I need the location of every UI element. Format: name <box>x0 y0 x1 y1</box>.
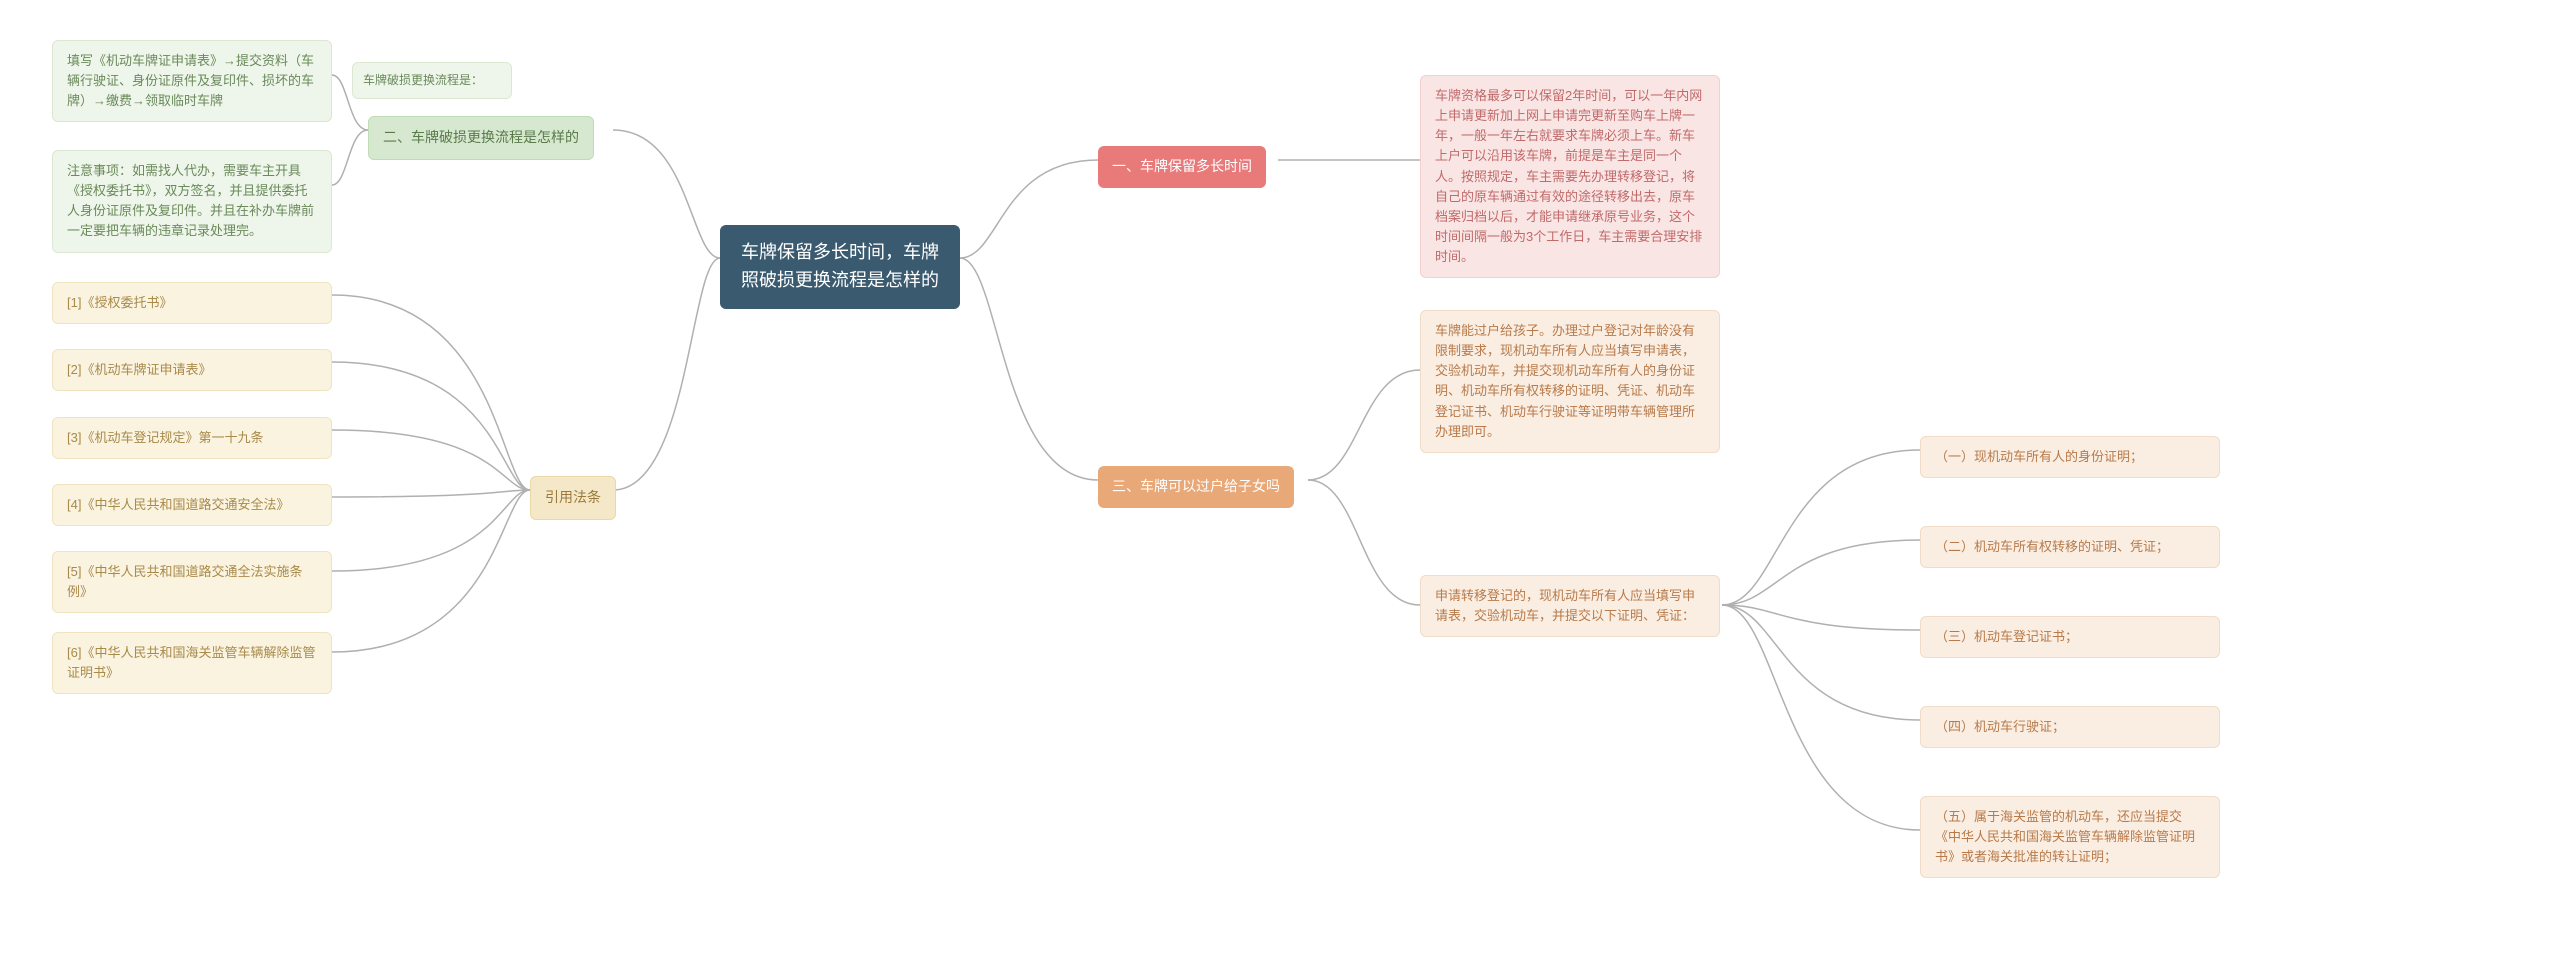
section-3-sub-title: 申请转移登记的，现机动车所有人应当填写申请表，交验机动车，并提交以下证明、凭证： <box>1420 575 1720 637</box>
root-node[interactable]: 车牌保留多长时间，车牌照破损更换流程是怎样的 <box>720 225 960 309</box>
section-2-label-0: 车牌破损更换流程是： <box>352 62 512 99</box>
sub-item-2: （三）机动车登记证书； <box>1920 616 2220 658</box>
laws-title[interactable]: 引用法条 <box>530 476 616 520</box>
section-2-title[interactable]: 二、车牌破损更换流程是怎样的 <box>368 116 594 160</box>
law-item-3: [4]《中华人民共和国道路交通安全法》 <box>52 484 332 526</box>
section-3-detail: 车牌能过户给孩子。办理过户登记对年龄没有限制要求，现机动车所有人应当填写申请表，… <box>1420 310 1720 453</box>
law-item-4: [5]《中华人民共和国道路交通全法实施条例》 <box>52 551 332 613</box>
law-item-1: [2]《机动车牌证申请表》 <box>52 349 332 391</box>
sub-item-1: （二）机动车所有权转移的证明、凭证； <box>1920 526 2220 568</box>
section-3-title[interactable]: 三、车牌可以过户给子女吗 <box>1098 466 1294 508</box>
law-item-5: [6]《中华人民共和国海关监管车辆解除监管证明书》 <box>52 632 332 694</box>
section-1-title[interactable]: 一、车牌保留多长时间 <box>1098 146 1266 188</box>
law-item-0: [1]《授权委托书》 <box>52 282 332 324</box>
section-1-detail: 车牌资格最多可以保留2年时间，可以一年内网上申请更新加上网上申请完更新至购车上牌… <box>1420 75 1720 278</box>
law-item-2: [3]《机动车登记规定》第一十九条 <box>52 417 332 459</box>
section-2-detail-1: 注意事项：如需找人代办，需要车主开具《授权委托书》，双方签名，并且提供委托人身份… <box>52 150 332 253</box>
sub-item-0: （一）现机动车所有人的身份证明； <box>1920 436 2220 478</box>
sub-item-3: （四）机动车行驶证； <box>1920 706 2220 748</box>
sub-item-4: （五）属于海关监管的机动车，还应当提交《中华人民共和国海关监管车辆解除监管证明书… <box>1920 796 2220 878</box>
section-2-detail-0: 填写《机动车牌证申请表》→提交资料（车辆行驶证、身份证原件及复印件、损坏的车牌）… <box>52 40 332 122</box>
